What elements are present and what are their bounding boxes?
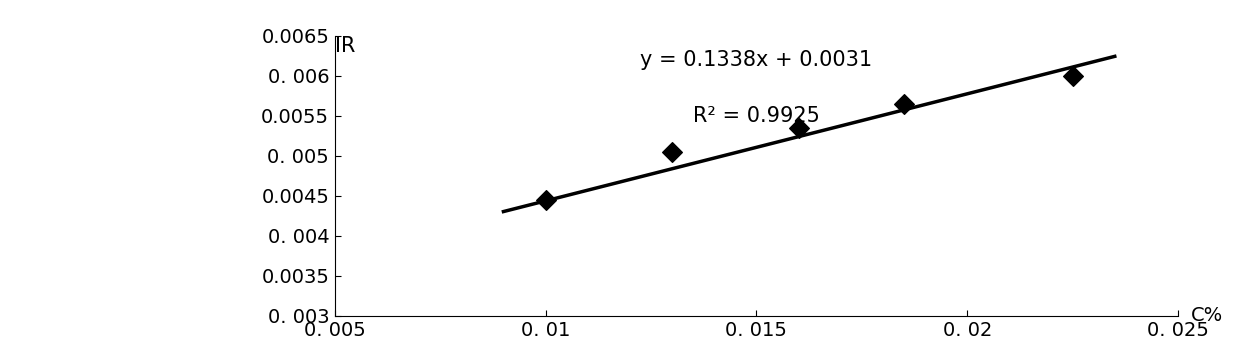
Point [536,197,556,203]
Point [894,101,914,107]
Text: C%: C% [1190,307,1223,325]
Text: R² = 0.9925: R² = 0.9925 [693,106,820,126]
Point [1063,73,1083,79]
Point [662,149,682,155]
Text: y = 0.1338x + 0.0031: y = 0.1338x + 0.0031 [640,50,873,70]
Point [789,125,808,131]
Text: IR: IR [335,36,355,56]
